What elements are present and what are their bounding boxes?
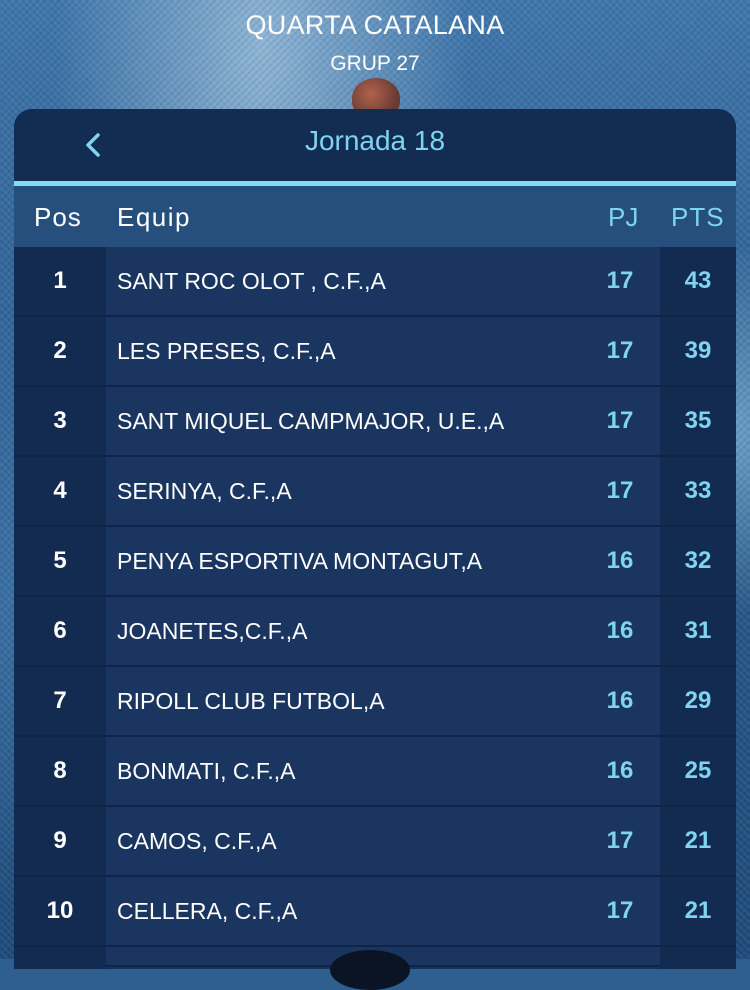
- played-cell: 16: [606, 547, 634, 574]
- column-header-played: PJ: [608, 202, 639, 232]
- column-header-team: Equip: [117, 202, 191, 232]
- table-row[interactable]: 7 RIPOLL CLUB FUTBOL,A 16 29: [14, 667, 736, 737]
- team-name: SANT MIQUEL CAMPMAJOR, U.E.,A: [117, 407, 505, 434]
- overlay-circle: [330, 950, 410, 990]
- position-cell: 5: [14, 527, 106, 595]
- points-cell: 31: [660, 597, 736, 665]
- round-selector: Jornada 18: [14, 109, 736, 181]
- played-cell: 17: [606, 477, 634, 504]
- league-title: QUARTA CATALANA: [245, 10, 505, 40]
- points-cell: 21: [660, 877, 736, 945]
- table-row[interactable]: 6 JOANETES,C.F.,A 16 31: [14, 597, 736, 667]
- team-name: SERINYA, C.F.,A: [117, 477, 292, 504]
- position-cell: 1: [14, 247, 106, 315]
- team-name: LES PRESES, C.F.,A: [117, 337, 336, 364]
- standings-panel: Jornada 18 Pos Equip PJ PTS 1 SANT ROC O…: [14, 109, 736, 969]
- table-row[interactable]: 3 SANT MIQUEL CAMPMAJOR, U.E.,A 17 35: [14, 387, 736, 457]
- table-row[interactable]: 9 CAMOS, C.F.,A 17 21: [14, 807, 736, 877]
- position-cell: 7: [14, 667, 106, 735]
- table-row[interactable]: 4 SERINYA, C.F.,A 17 33: [14, 457, 736, 527]
- points-cell: [660, 947, 736, 969]
- played-cell: 16: [606, 687, 634, 714]
- group-subtitle: GRUP 27: [330, 52, 420, 75]
- points-cell: 35: [660, 387, 736, 455]
- points-cell: 43: [660, 247, 736, 315]
- team-name: CAMOS, C.F.,A: [117, 827, 277, 854]
- position-cell: 6: [14, 597, 106, 665]
- position-cell: 3: [14, 387, 106, 455]
- position-cell: 2: [14, 317, 106, 385]
- team-name: RIPOLL CLUB FUTBOL,A: [117, 687, 385, 714]
- played-cell: 17: [606, 407, 634, 434]
- table-row[interactable]: 10 CELLERA, C.F.,A 17 21: [14, 877, 736, 947]
- column-header-points: PTS: [671, 202, 725, 232]
- played-cell: 17: [606, 337, 634, 364]
- round-title: Jornada 18: [304, 125, 446, 156]
- chevron-left-icon[interactable]: [74, 125, 114, 165]
- accent-divider: [14, 181, 736, 186]
- team-name: JOANETES,C.F.,A: [117, 617, 308, 644]
- played-cell: 16: [606, 757, 634, 784]
- position-cell: 10: [14, 877, 106, 945]
- played-cell: 16: [606, 617, 634, 644]
- points-cell: 29: [660, 667, 736, 735]
- team-name: CELLERA, C.F.,A: [117, 897, 298, 924]
- team-name: BONMATI, C.F.,A: [117, 757, 296, 784]
- table-header: Pos Equip PJ PTS: [14, 186, 736, 247]
- table-row[interactable]: 8 BONMATI, C.F.,A 16 25: [14, 737, 736, 807]
- position-cell: 4: [14, 457, 106, 525]
- played-cell: 17: [606, 827, 634, 854]
- column-header-pos: Pos: [34, 202, 82, 232]
- table-row[interactable]: 5 PENYA ESPORTIVA MONTAGUT,A 16 32: [14, 527, 736, 597]
- team-name: SANT ROC OLOT , C.F.,A: [117, 267, 386, 294]
- points-cell: 33: [660, 457, 736, 525]
- team-name: PENYA ESPORTIVA MONTAGUT,A: [117, 547, 483, 574]
- played-cell: 17: [606, 897, 634, 924]
- table-row[interactable]: 2 LES PRESES, C.F.,A 17 39: [14, 317, 736, 387]
- position-cell: [14, 947, 106, 969]
- points-cell: 21: [660, 807, 736, 875]
- standings-table: 1 SANT ROC OLOT , C.F.,A 17 43 2 LES PRE…: [14, 247, 736, 969]
- points-cell: 25: [660, 737, 736, 805]
- played-cell: 17: [606, 267, 634, 294]
- points-cell: 39: [660, 317, 736, 385]
- position-cell: 8: [14, 737, 106, 805]
- position-cell: 9: [14, 807, 106, 875]
- points-cell: 32: [660, 527, 736, 595]
- table-row[interactable]: 1 SANT ROC OLOT , C.F.,A 17 43: [14, 247, 736, 317]
